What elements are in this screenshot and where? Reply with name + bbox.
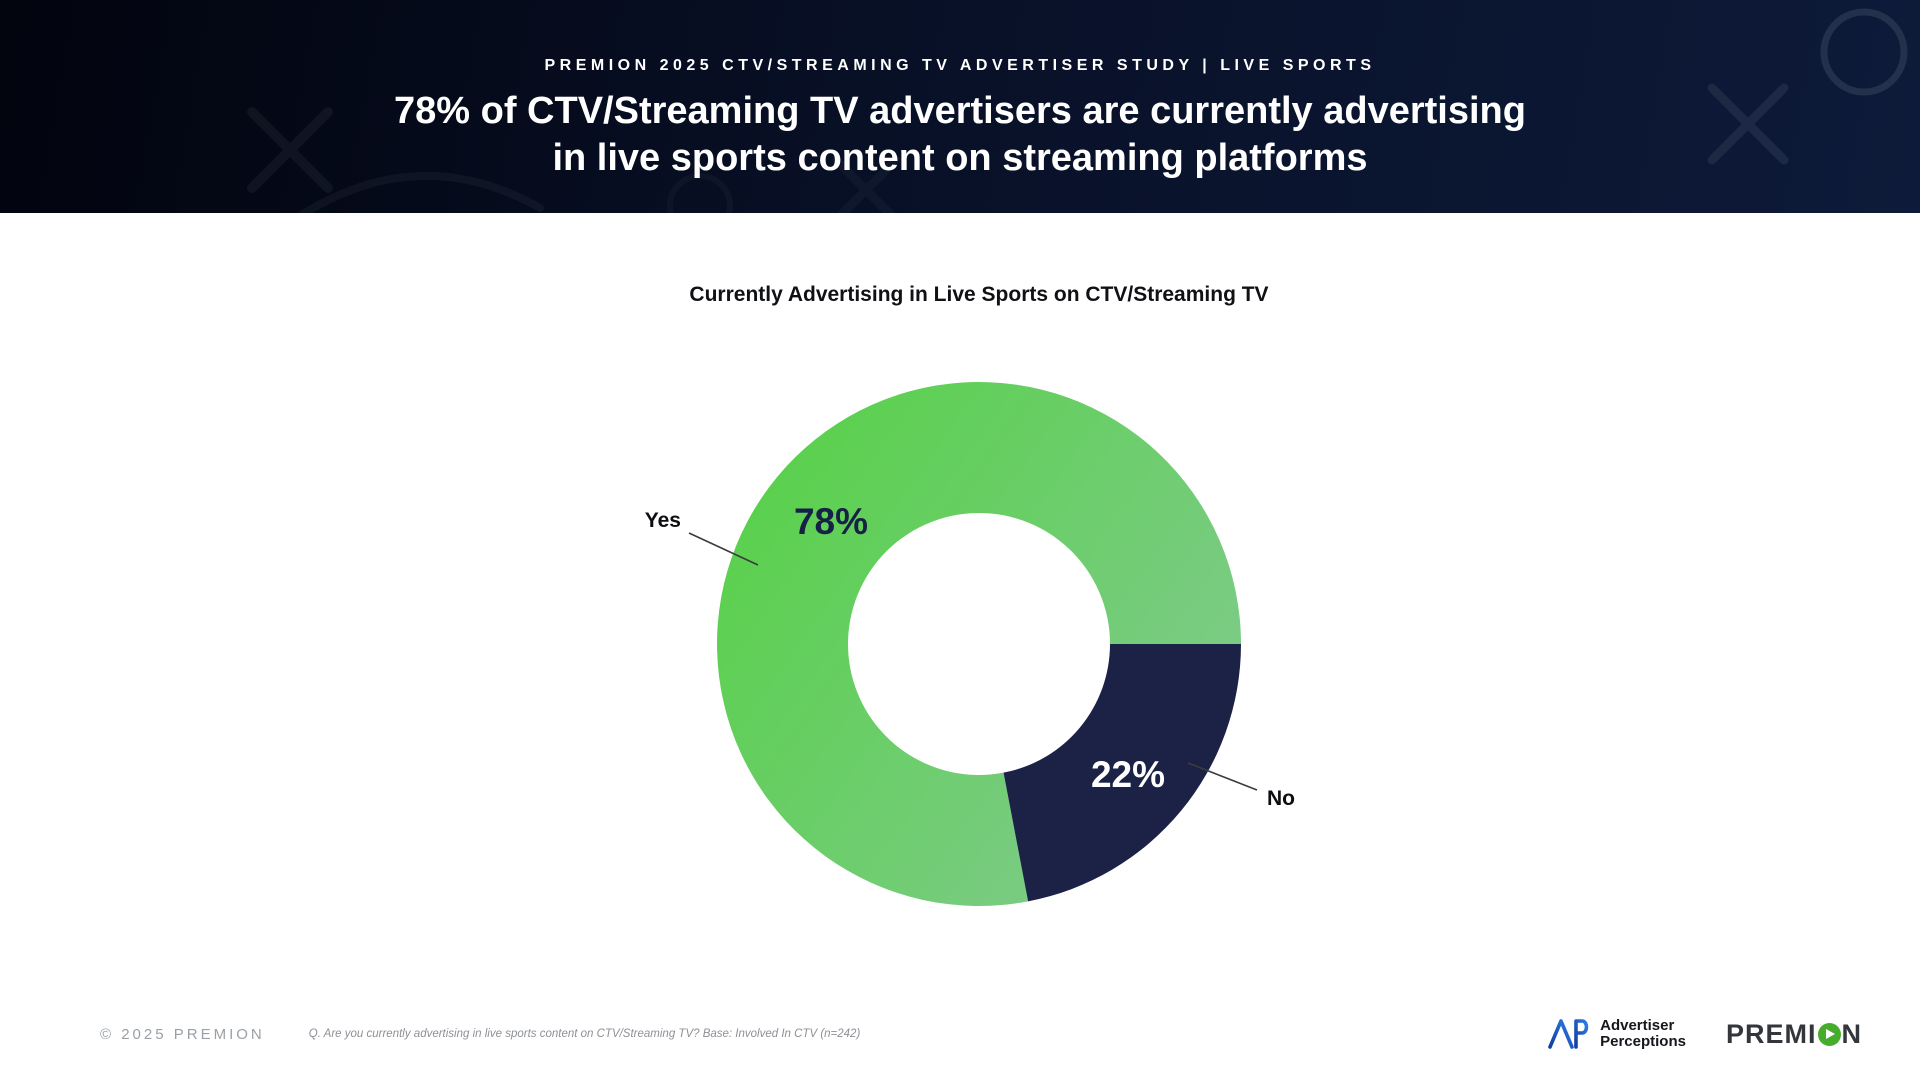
donut-slice-no: [1003, 644, 1241, 902]
yes-category-label: Yes: [645, 509, 681, 532]
premion-logo-text-post: N: [1841, 1018, 1862, 1049]
no-category-label: No: [1267, 787, 1295, 810]
study-eyebrow: PREMION 2025 CTV/STREAMING TV ADVERTISER…: [544, 57, 1376, 74]
header-decorative-shapes: [247, 8, 1908, 213]
no-value-label: 22%: [1091, 754, 1165, 795]
ap-logo-line1: Advertiser: [1600, 1017, 1675, 1034]
premion-logo: PREMI N: [1726, 1019, 1862, 1050]
donut-chart: Yes No 78% 22%: [645, 382, 1295, 906]
slide-header: PREMION 2025 CTV/STREAMING TV ADVERTISER…: [0, 0, 1920, 213]
chart-block: Currently Advertising in Live Sports on …: [379, 282, 1579, 974]
play-icon: [1826, 1029, 1835, 1039]
chart-title: Currently Advertising in Live Sports on …: [689, 283, 1269, 306]
premion-logo-text-pre: PREMI: [1725, 1018, 1817, 1049]
slide-title-line1: 78% of CTV/Streaming TV advertisers are …: [394, 90, 1526, 132]
advertiser-perceptions-logo: Advertiser Perceptions: [1547, 1017, 1686, 1051]
copyright: © 2025 PREMION: [100, 1025, 265, 1043]
slide-footer: © 2025 PREMION Q. Are you currently adve…: [100, 1006, 1862, 1062]
premion-logo-o-icon: [1817, 1022, 1841, 1046]
source-note: Q. Are you currently advertising in live…: [308, 1028, 861, 1040]
slide-title-line2: in live sports content on streaming plat…: [552, 137, 1368, 179]
ap-logo-line2: Perceptions: [1600, 1033, 1686, 1050]
advertiser-perceptions-logo-text: Advertiser Perceptions: [1600, 1018, 1686, 1050]
no-leader-line: [1187, 762, 1258, 791]
yes-value-label: 78%: [794, 501, 868, 542]
yes-leader-line: [688, 532, 759, 566]
advertiser-perceptions-logo-icon: [1548, 1019, 1589, 1049]
slide-title: 78% of CTV/Streaming TV advertisers are …: [0, 88, 1920, 182]
